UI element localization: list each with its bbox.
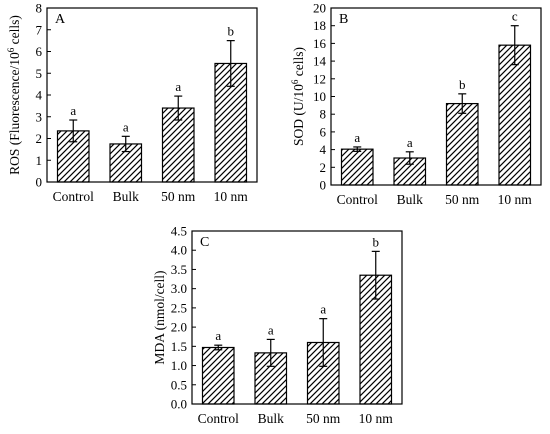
significance-letter: a [70, 103, 76, 118]
y-axis-label-superscript: 6 [6, 47, 16, 52]
chart-panel-c: a Control a Bulk a 50 nm b 10 nm 0.0 0.5 1.0 1.5 2.0… [152, 224, 403, 426]
y-axis-label: SOD (U/106 cells) [290, 47, 306, 146]
significance-letter: b [459, 77, 466, 92]
significance-letter: a [320, 302, 326, 317]
category-label: Bulk [397, 192, 424, 207]
significance-letter: a [215, 328, 221, 343]
significance-letter: b [373, 234, 380, 249]
y-tick-label: 6 [36, 44, 43, 59]
bar-b-2 [445, 102, 479, 186]
y-axis-label-part: cells) [7, 15, 22, 48]
y-tick-label: 0 [320, 178, 327, 193]
significance-letter: c [512, 9, 518, 24]
y-axis-label-part: cells) [291, 47, 306, 80]
y-tick-label: 3 [36, 109, 43, 124]
y-tick-label: 16 [313, 36, 327, 51]
y-tick-label: 5 [36, 66, 43, 81]
significance-letter: b [228, 24, 235, 39]
panel-letter: A [55, 12, 66, 27]
panel-letter: B [339, 12, 348, 27]
y-tick-label: 4 [320, 142, 327, 157]
y-axis-label: MDA (nmol/cell) [152, 270, 167, 364]
y-tick-label: 12 [313, 71, 326, 86]
y-tick-label: 1.0 [171, 358, 187, 373]
category-label: 10 nm [498, 192, 533, 207]
bar-b-0 [340, 148, 374, 186]
y-tick-label: 10 [313, 89, 326, 104]
y-tick-label: 18 [313, 18, 326, 33]
category-label: Bulk [113, 189, 140, 204]
category-label: 10 nm [214, 189, 249, 204]
y-axis-label: ROS (Fluorescence/106 cells) [6, 15, 22, 175]
y-tick-label: 1 [36, 153, 43, 168]
chart-panel-b: a Control a Bulk b 50 nm c 10 nm 0 2 4 6 8 10 12 14 16 18… [290, 1, 542, 207]
category-label: 50 nm [445, 192, 480, 207]
y-tick-label: 6 [320, 124, 327, 139]
y-axis-label-part: SOD (U/10 [291, 84, 306, 146]
category-label: Control [53, 189, 95, 204]
bar-b-3 [498, 44, 532, 186]
significance-letter: a [354, 130, 360, 145]
y-axis-label-superscript: 6 [290, 79, 300, 84]
significance-letter: a [123, 119, 129, 134]
y-tick-label: 1.5 [171, 339, 187, 354]
category-label: Bulk [258, 411, 285, 426]
significance-letter: a [407, 135, 413, 150]
category-label: 50 nm [306, 411, 341, 426]
y-tick-label: 0.5 [171, 377, 187, 392]
significance-letter: a [268, 322, 274, 337]
y-tick-label: 4.0 [171, 243, 187, 258]
bar-c-0 [201, 346, 235, 405]
category-label: Control [198, 411, 240, 426]
y-tick-label: 0.0 [171, 397, 187, 412]
y-tick-label: 3.5 [171, 262, 187, 277]
y-tick-label: 3.0 [171, 281, 187, 296]
y-axis-label-part: ROS (Fluorescence/10 [7, 52, 22, 175]
significance-letter: a [175, 79, 181, 94]
y-tick-label: 2 [320, 160, 327, 175]
y-tick-label: 0 [36, 175, 43, 190]
y-tick-label: 2.0 [171, 320, 187, 335]
category-label: 50 nm [161, 189, 196, 204]
y-tick-label: 20 [313, 1, 326, 16]
y-tick-label: 4 [36, 88, 43, 103]
chart-panel-a: a Control a Bulk a 50 nm b 10 nm 0 1 2 3 4 5 6 7 8A ROS (… [6, 1, 258, 204]
category-label: Control [337, 192, 379, 207]
y-tick-label: 8 [320, 107, 327, 122]
y-tick-label: 2.5 [171, 300, 187, 315]
plot-frame [191, 230, 403, 405]
y-tick-label: 2 [36, 131, 43, 146]
y-tick-label: 14 [313, 54, 327, 69]
panel-letter: C [200, 235, 209, 250]
y-tick-label: 8 [36, 1, 43, 16]
y-tick-label: 4.5 [171, 224, 187, 239]
y-tick-label: 7 [36, 22, 43, 37]
category-label: 10 nm [359, 411, 394, 426]
y-axis-label-part: MDA (nmol/cell) [152, 270, 167, 364]
